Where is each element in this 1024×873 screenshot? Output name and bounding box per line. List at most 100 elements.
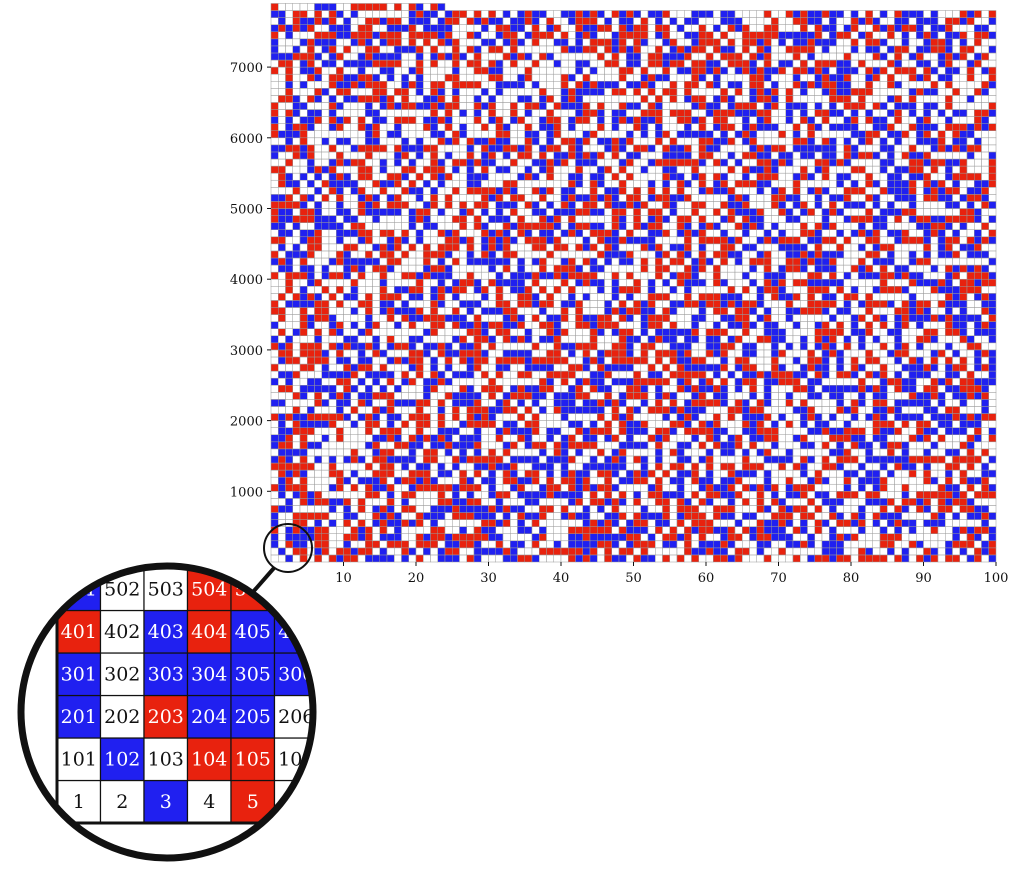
grid-cell: [568, 271, 576, 280]
grid-cell: [655, 406, 663, 414]
grid-cell: [807, 335, 815, 344]
grid-cell: [292, 342, 301, 351]
grid-cell: [560, 300, 569, 308]
grid-cell: [966, 554, 975, 563]
grid-cell: [495, 370, 504, 379]
grid-cell: [778, 434, 786, 443]
grid-cell: [887, 498, 895, 506]
grid-cell: [539, 441, 547, 450]
grid-cell: [647, 271, 656, 280]
grid-cell: [401, 314, 409, 322]
grid-cell: [785, 229, 794, 238]
grid-cell: [698, 512, 707, 520]
grid-cell: [814, 505, 823, 513]
grid-cell: [285, 307, 293, 315]
grid-cell: [372, 420, 380, 428]
grid-cell: [626, 370, 634, 379]
grid-cell: [858, 215, 866, 223]
grid-cell: [546, 448, 554, 457]
grid-cell: [894, 250, 902, 259]
grid-cell: [821, 399, 830, 407]
grid-cell: [401, 356, 409, 365]
grid-cell: [350, 286, 359, 294]
grid-cell: [502, 250, 511, 259]
grid-cell: [778, 420, 786, 428]
grid-cell: [604, 236, 612, 245]
grid-cell: [800, 512, 808, 520]
grid-cell: [314, 243, 322, 252]
grid-cell: [365, 392, 373, 400]
grid-cell: [488, 491, 496, 499]
grid-cell: [945, 476, 953, 485]
grid-cell: [952, 547, 960, 556]
grid-cell: [560, 483, 569, 492]
grid-cell: [923, 448, 931, 457]
grid-cell: [430, 300, 438, 308]
grid-cell: [792, 533, 801, 542]
grid-cell: [662, 328, 670, 337]
grid-cell: [771, 278, 779, 287]
grid-cell: [473, 399, 482, 407]
grid-cell: [633, 328, 641, 337]
grid-cell: [814, 448, 823, 457]
grid-cell: [415, 441, 424, 450]
grid-cell: [792, 498, 801, 506]
grid-cell: [582, 448, 591, 457]
grid-cell: [923, 293, 931, 301]
grid-cell: [865, 342, 873, 351]
grid-cell: [502, 321, 511, 329]
grid-cell: [887, 476, 895, 485]
grid-cell: [937, 243, 946, 252]
grid-cell: [836, 264, 844, 273]
grid-cell: [763, 349, 772, 358]
grid-cell: [742, 257, 750, 266]
grid-cell: [575, 498, 583, 506]
grid-cell: [937, 215, 946, 223]
grid-cell: [408, 533, 417, 542]
grid-cell: [742, 293, 750, 301]
grid-cell: [858, 413, 866, 421]
grid-cell: [966, 356, 975, 365]
grid-cell: [423, 349, 431, 358]
grid-cell: [430, 392, 438, 400]
grid-cell: [430, 342, 438, 351]
grid-cell: [749, 335, 757, 344]
grid-cell: [560, 413, 569, 421]
grid-cell: [299, 335, 308, 344]
grid-cell: [553, 441, 562, 450]
grid-cell: [734, 512, 743, 520]
grid-cell: [771, 540, 779, 549]
grid-cell: [510, 271, 518, 280]
grid-cell: [742, 321, 750, 329]
grid-cell: [502, 519, 511, 527]
grid-cell: [691, 462, 699, 471]
grid-cell: [611, 370, 620, 379]
grid-cell: [821, 498, 830, 506]
grid-cell: [270, 413, 279, 421]
grid-cell: [589, 476, 598, 485]
grid-cell: [408, 406, 417, 414]
grid-cell: [343, 243, 351, 252]
grid-cell: [531, 349, 540, 358]
grid-cell: [981, 392, 989, 400]
grid-cell: [800, 420, 808, 428]
grid-cell: [582, 554, 591, 563]
grid-cell: [691, 236, 699, 245]
grid-cell: [618, 342, 627, 351]
grid-cell: [626, 356, 634, 365]
grid-cell: [792, 476, 801, 485]
grid-cell: [887, 335, 895, 344]
grid-cell: [858, 533, 866, 542]
grid-cell: [299, 286, 308, 294]
grid-cell: [604, 462, 612, 471]
grid-cell: [821, 533, 830, 542]
grid-cell: [365, 420, 373, 428]
grid-cell: [836, 342, 844, 351]
grid-cell: [879, 264, 888, 273]
grid-cell: [495, 385, 504, 393]
grid-cell: [539, 236, 547, 245]
grid-cell: [691, 526, 699, 534]
grid-cell: [618, 427, 627, 435]
grid-cell: [307, 278, 315, 287]
grid-cell: [966, 363, 975, 372]
